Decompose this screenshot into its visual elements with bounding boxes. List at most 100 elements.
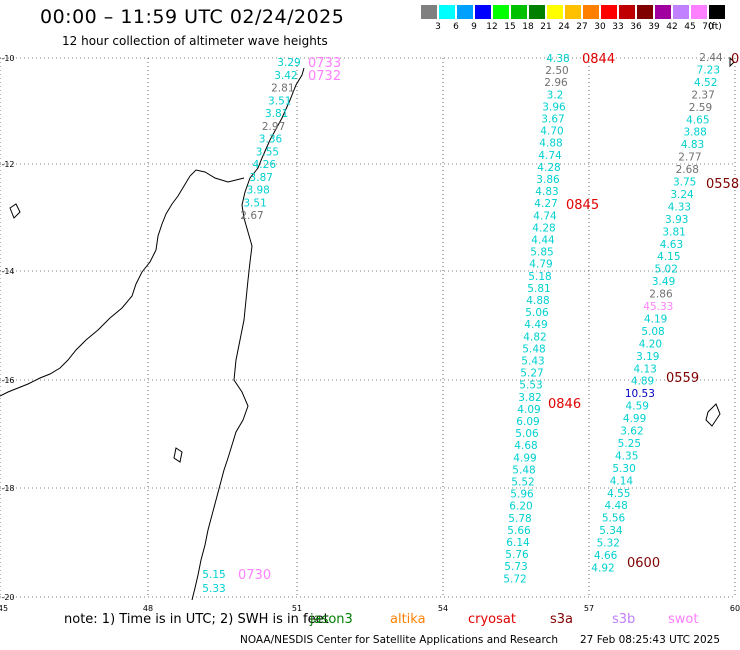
wave-height-value: 3.19 [636,351,659,363]
wave-height-value: 4.27 [534,198,557,210]
wave-height-value: 5.25 [618,438,641,450]
wave-height-value: 4.52 [694,77,717,89]
legend-swatch [439,5,455,19]
wave-height-value: 4.79 [529,259,552,271]
wave-height-value: 5.15 [202,569,225,581]
wave-height-value: 4.66 [594,550,618,562]
wave-height-value: 3.96 [542,101,566,113]
wave-height-value: 5.18 [528,271,551,283]
legend-label: 36 [630,22,642,32]
wave-height-value: 4.28 [537,162,560,174]
wave-height-value: 5.33 [202,583,225,595]
wave-height-value: 4.14 [610,475,634,487]
wave-height-value: 2.44 [699,52,723,64]
lon-tick-label: 54 [438,604,448,613]
wave-height-value: 5.32 [597,538,620,550]
wave-height-value: 3.36 [259,134,283,146]
wave-height-value: 3.49 [652,276,675,288]
credit-line: NOAA/NESDIS Center for Satellite Applica… [240,634,558,646]
legend-swatch [493,5,509,19]
wave-height-value: 4.83 [681,139,704,151]
satellite-label: s3b [612,612,636,627]
wave-height-value: 3.93 [665,214,688,226]
wave-height-value: 3.42 [274,70,297,82]
map-title: 00:00 – 11:59 UTC 02/24/2025 [40,6,345,28]
wave-height-value: 5.06 [525,307,549,319]
wave-height-value: 2.96 [544,77,568,89]
wave-height-value: 4.33 [668,201,691,213]
wave-height-value: 5.72 [503,573,526,585]
wave-height-value: 2.97 [262,121,285,133]
legend-label: 39 [648,22,660,32]
wave-height-value: 3.88 [683,127,706,139]
wave-height-value: 2.59 [689,102,712,114]
legend-swatch [547,5,563,19]
legend-swatch [421,5,437,19]
legend-label: 21 [540,22,552,32]
legend-swatch [673,5,689,19]
wave-height-value: 4.68 [514,440,537,452]
wave-height-value: 5.43 [521,356,544,368]
wave-height-value: 4.92 [591,562,614,574]
offshore-rock [729,56,735,68]
legend-swatch [475,5,491,19]
lat-tick-label: -16 [1,376,14,385]
lat-tick-label: -10 [1,54,14,63]
wave-height-value: 4.49 [524,319,547,331]
lon-tick-label: 51 [292,604,302,613]
pass-time-label: 0846 [548,397,581,412]
wave-height-value: 5.85 [530,247,553,259]
wave-height-value: 3.75 [673,177,696,189]
legend-label: 12 [486,22,498,32]
wave-height-value: 2.50 [545,65,568,77]
legend-swatch [457,5,473,19]
wave-height-value: 2.68 [676,164,699,176]
wave-height-value: 4.55 [607,488,630,500]
legend-swatch [565,5,581,19]
wave-height-value: 4.74 [533,210,557,222]
wave-height-value: 4.13 [633,363,656,375]
wave-height-value: 4.88 [539,138,562,150]
legend-unit: (ft) [708,22,722,32]
wave-height-value: 5.96 [510,489,534,501]
legend-label: 45 [684,22,696,32]
wave-height-value: 45.33 [643,301,673,313]
pass-time-label: 0845 [566,198,599,213]
pass-time-label: 0559 [666,371,699,386]
wave-height-value: 5.53 [519,380,542,392]
legend-label: 27 [576,22,588,32]
wave-height-value: 2.67 [240,210,263,222]
lon-tick-label: 60 [730,604,740,613]
wave-height-value: 5.56 [602,513,626,525]
wave-height-value: 2.86 [649,289,673,301]
wave-height-value: 5.76 [505,549,529,561]
wave-height-value: 3.87 [250,172,273,184]
altimeter-tracks: 3.293.422.813.513.812.973.363.554.263.87… [202,52,723,595]
wave-height-value: 3.2 [547,89,564,101]
mascarene-island [705,403,721,427]
lat-tick-label: -12 [1,160,14,169]
madagascar-west-coast [0,169,245,397]
generation-timestamp: 27 Feb 08:25:43 UTC 2025 [580,634,720,646]
satellite-label: altika [390,612,426,627]
wave-height-value: 4.28 [532,222,555,234]
wave-height-value: 6.14 [506,537,530,549]
wave-height-value: 5.06 [515,428,539,440]
wave-height-value: 3.51 [243,197,266,209]
wave-height-value: 4.19 [644,313,667,325]
wave-height-value: 6.09 [516,416,539,428]
wave-height-value: 4.88 [526,295,549,307]
legend-swatch [619,5,635,19]
legend-swatch [511,5,527,19]
wave-height-value: 5.34 [599,525,623,537]
lon-tick-label: 48 [143,604,153,613]
wave-height-value: 10.53 [625,388,655,400]
wave-height-value: 4.15 [657,251,680,263]
legend-swatch [583,5,599,19]
wave-height-value: 4.70 [540,126,563,138]
coastal-island [173,447,183,463]
wave-height-value: 3.98 [246,185,269,197]
wave-height-value: 4.20 [639,338,662,350]
satellite-label: swot [668,612,699,627]
